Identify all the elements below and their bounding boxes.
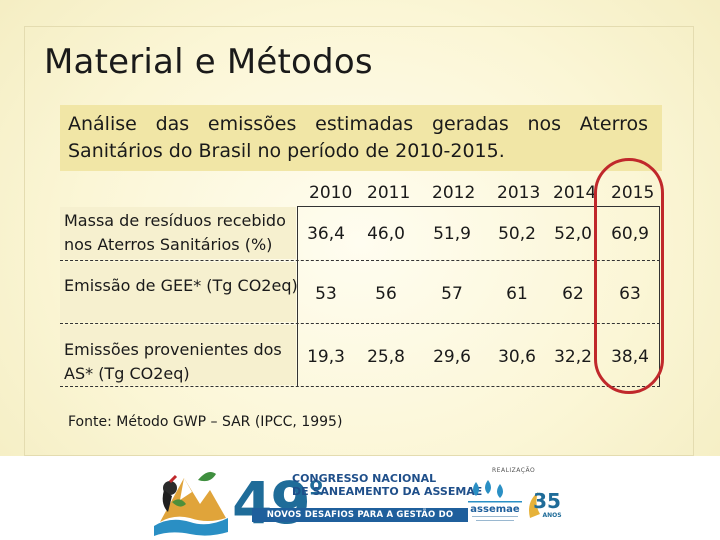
slide-frame [24, 26, 694, 456]
cell-massa-2010: 36,4 [307, 224, 345, 244]
cell-as-2012: 29,6 [433, 347, 471, 367]
cell-massa-2015: 60,9 [611, 224, 649, 244]
row-divider [60, 260, 660, 261]
cell-as-2013: 30,6 [498, 347, 536, 367]
edition-number: 49 [232, 469, 311, 537]
table-right-border [659, 206, 660, 387]
highlight-2015-ellipse [594, 158, 664, 394]
row-label-emissoes-as: Emissões provenientes dos AS* (Tg CO2eq) [64, 340, 282, 383]
row-label-background [60, 325, 296, 385]
anniversary-label: ANOS [542, 512, 561, 519]
edition-ordinal-mark: º [308, 476, 324, 506]
slide-title: Material e Métodos [44, 42, 373, 82]
cell-massa-2012: 51,9 [433, 224, 471, 244]
cell-gee-2010: 53 [315, 284, 337, 304]
congress-name-line2: DE SANEAMENTO DA ASSEMAE [292, 485, 483, 498]
realizacao-label: REALIZAÇÃO [492, 467, 536, 474]
congress-emblem-icon [154, 472, 228, 536]
anniversary-badge-icon: 35 ANOS [529, 489, 562, 519]
row-label-massa: Massa de resíduos recebido nos Aterros S… [64, 211, 286, 254]
anniversary-number: 35 [533, 489, 561, 513]
year-header-2011: 2011 [367, 183, 411, 203]
cell-as-2014: 32,2 [554, 347, 592, 367]
label-column-divider [297, 206, 298, 387]
assemae-wordmark: assemae [470, 504, 520, 515]
congress-name-line1: CONGRESSO NACIONAL [292, 472, 437, 485]
row-label-emissao-gee: Emissão de GEE* (Tg CO2eq) [64, 276, 298, 295]
congress-edition-number: 49º [232, 462, 324, 532]
source-note: Fonte: Método GWP – SAR (IPCC, 1995) [68, 414, 343, 430]
congress-slogan: NOVOS DESAFIOS PARA A GESTÃO DO SANEAMEN… [252, 508, 468, 534]
cell-gee-2011: 56 [375, 284, 397, 304]
table-bottom-border [60, 386, 660, 387]
cell-massa-2013: 50,2 [498, 224, 536, 244]
cell-as-2011: 25,8 [367, 347, 405, 367]
row-divider [60, 323, 660, 324]
slide-subtitle: Análise das emissões estimadas geradas n… [60, 105, 662, 171]
cell-gee-2012: 57 [441, 284, 463, 304]
row-label-background [60, 262, 296, 322]
cell-gee-2013: 61 [506, 284, 528, 304]
cell-massa-2014: 52,0 [554, 224, 592, 244]
year-header-2012: 2012 [432, 183, 476, 203]
cell-gee-2014: 62 [562, 284, 584, 304]
cell-massa-2011: 46,0 [367, 224, 405, 244]
cell-gee-2015: 63 [619, 284, 641, 304]
year-header-2013: 2013 [497, 183, 541, 203]
assemae-logo-icon: assemae [468, 480, 522, 521]
table-top-border [297, 206, 660, 207]
footer-banner [0, 456, 720, 540]
year-header-2010: 2010 [309, 183, 353, 203]
year-header-2014: 2014 [553, 183, 597, 203]
row-label-background [60, 207, 296, 259]
cell-as-2010: 19,3 [307, 347, 345, 367]
